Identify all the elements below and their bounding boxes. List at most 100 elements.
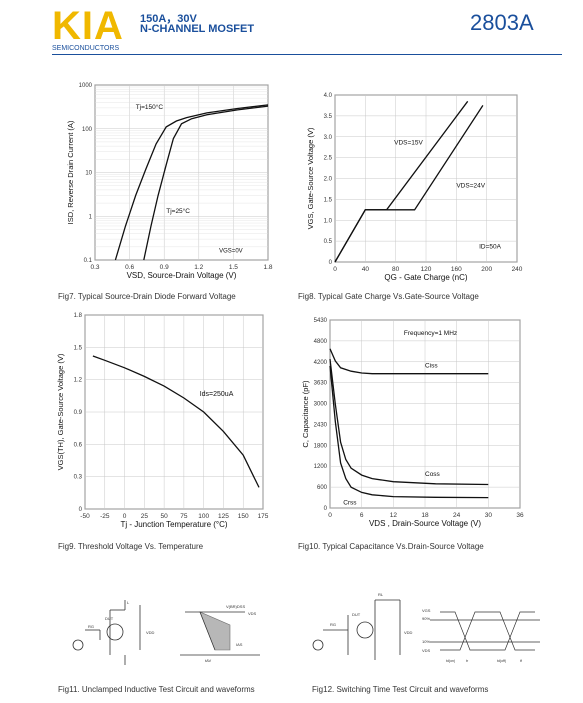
fig8-ytick-label: 1.0: [324, 218, 333, 224]
fig7-y-axis-label: ISD, Reverse Drain Current (A): [66, 120, 75, 224]
fig7-series-line-0: [114, 104, 269, 261]
fig9-series-line-0: [92, 355, 260, 488]
fig8-xtick-label: 160: [451, 266, 462, 273]
fig7-x-axis-label: VSD, Source-Drain Voltage (V): [127, 271, 237, 280]
fig12-waveform-vgs: [440, 611, 535, 651]
fig8-xtick-label: 200: [481, 266, 492, 273]
fig10-ytick-label: 3630: [314, 381, 328, 387]
fig9-xtick-label: 25: [141, 513, 149, 520]
fig12-label-rg: RG: [330, 622, 336, 627]
fig9-xtick-label: 50: [160, 513, 168, 520]
fig8-xtick-label: 240: [512, 266, 523, 273]
fig10-xtick-label: 36: [516, 512, 524, 519]
fig7-caption: Fig7. Typical Source-Drain Diode Forward…: [58, 292, 236, 301]
fig9-ytick-label: 0: [79, 507, 83, 513]
fig7-ytick-label: 1000: [79, 83, 93, 89]
fig10-xtick-label: 30: [485, 512, 493, 519]
part-number: 2803A: [470, 10, 534, 35]
fig7-ytick-label: 100: [82, 127, 93, 133]
fig8-ytick-label: 2.5: [324, 156, 333, 162]
fig10-ytick-label: 4800: [314, 339, 328, 345]
fig12-waveform-vds: [440, 611, 535, 651]
fig9-annotation-ids: Ids=250uA: [200, 391, 234, 398]
rating-line: 150A，30V: [140, 13, 197, 25]
fig8-ytick-label: 1.5: [324, 197, 333, 203]
fig7-xtick-label: 1.5: [229, 264, 238, 271]
fig8-x-axis-label: QG - Gate Charge (nC): [384, 273, 467, 282]
fig8-xtick-label: 40: [362, 266, 370, 273]
fig8-ytick-label: 0: [329, 260, 333, 266]
fig12-label-tr: tr: [466, 659, 469, 663]
device-type: N-CHANNEL MOSFET: [140, 23, 255, 35]
fig11-label-rg: RG: [88, 624, 94, 629]
fig8-ytick-label: 4.0: [324, 93, 333, 99]
fig9-ytick-label: 0.9: [74, 410, 83, 416]
fig8-ytick-label: 3.0: [324, 135, 333, 141]
fig12-label-90: 90%: [422, 616, 430, 621]
fig9-ytick-label: 0.6: [74, 442, 83, 448]
fig10-annotation-freq: Frequency=1 MHz: [404, 330, 457, 337]
fig12-label-vds: VDS: [422, 648, 431, 653]
fig7-xtick-label: 0.6: [125, 264, 134, 271]
fig10-series-line-0: [329, 348, 489, 375]
fig8-annotation-vds15: VDS=15V: [394, 139, 423, 146]
fig10-label-ciss: Ciss: [425, 362, 438, 369]
fig9-x-axis-label: Tj - Junction Temperature (°C): [120, 520, 227, 529]
fig7-xtick-label: 1.8: [263, 264, 272, 271]
fig8-ytick-label: 0.5: [324, 239, 333, 245]
fig10-xtick-label: 6: [360, 512, 364, 519]
fig9-xtick-label: 75: [180, 513, 188, 520]
fig9-caption: Fig9. Threshold Voltage Vs. Temperature: [58, 542, 204, 551]
fig11-dut-symbol: [106, 623, 124, 641]
fig7-xtick-label: 0.3: [90, 264, 99, 271]
fig8-xtick-label: 0: [333, 266, 337, 273]
fig7-annotation-vgs: VGS=0V: [219, 248, 243, 254]
fig12-label-10: 10%: [422, 639, 430, 644]
fig8-y-axis-label: VGS, Gate-Source Voltage (V): [306, 127, 315, 229]
fig11-caption: Fig11. Unclamped Inductive Test Circuit …: [58, 685, 255, 694]
fig7-ytick-label: 0.1: [84, 258, 93, 264]
fig10-caption: Fig10. Typical Capacitance Vs.Drain-Sour…: [298, 542, 484, 551]
fig9-xtick-label: 0: [123, 513, 127, 520]
fig8-annotation-id: ID=50A: [479, 244, 502, 251]
fig11-label-l: L: [127, 600, 130, 605]
fig9-xtick-label: 125: [218, 513, 229, 520]
fig8-ytick-label: 3.5: [324, 114, 333, 120]
fig12-label-vgs: VGS: [422, 608, 431, 613]
fig11-waveform-area: [199, 611, 231, 651]
fig9-ytick-label: 1.5: [74, 345, 83, 351]
fig10-ytick-label: 600: [317, 485, 328, 491]
fig11-label-tav: tAV: [205, 658, 211, 663]
brand-logo: KIA: [52, 4, 124, 48]
fig10-x-axis-label: VDS , Drain-Source Voltage (V): [369, 519, 481, 528]
fig11-label-vbr: V(BR)DSS: [226, 604, 245, 609]
fig11-label-vds: VDS: [248, 611, 257, 616]
fig8-annotation-vds24: VDS=24V: [456, 183, 485, 190]
fig12-label-tdoff: td(off): [497, 659, 506, 663]
fig10-xtick-label: 24: [453, 512, 461, 519]
fig7-xtick-label: 0.9: [160, 264, 169, 271]
fig12-label-vdd: VDD: [404, 630, 413, 635]
fig10-ytick-label: 2430: [314, 422, 328, 428]
fig9-ytick-label: 1.2: [74, 378, 83, 384]
fig9-xtick-label: 150: [238, 513, 249, 520]
fig9-xtick-label: -50: [80, 513, 90, 520]
fig10-ytick-label: 5430: [314, 318, 328, 324]
brand-subtitle: SEMICONDUCTORS: [52, 45, 120, 52]
fig10-xtick-label: 18: [421, 512, 429, 519]
fig12-dut-symbol: [356, 621, 374, 639]
fig10-xtick-label: 0: [328, 512, 332, 519]
fig9-ytick-label: 1.8: [74, 313, 83, 319]
fig11-source-symbol: [72, 639, 84, 651]
fig10-y-axis-label: C, Capacitance (pF): [301, 380, 310, 448]
fig9-ytick-label: 0.3: [74, 475, 83, 481]
fig11-label-dut: DUT: [105, 616, 114, 621]
fig10-label-coss: Coss: [425, 471, 441, 478]
fig11-label-ias: IAS: [236, 642, 243, 647]
fig9-xtick-label: -25: [100, 513, 110, 520]
fig10-xtick-label: 12: [390, 512, 398, 519]
fig12-caption: Fig12. Switching Time Test Circuit and w…: [312, 685, 489, 694]
fig9-xtick-label: 100: [198, 513, 209, 520]
fig8-caption: Fig8. Typical Gate Charge Vs.Gate-Source…: [298, 292, 479, 301]
fig12-label-tf: tf: [520, 659, 522, 663]
